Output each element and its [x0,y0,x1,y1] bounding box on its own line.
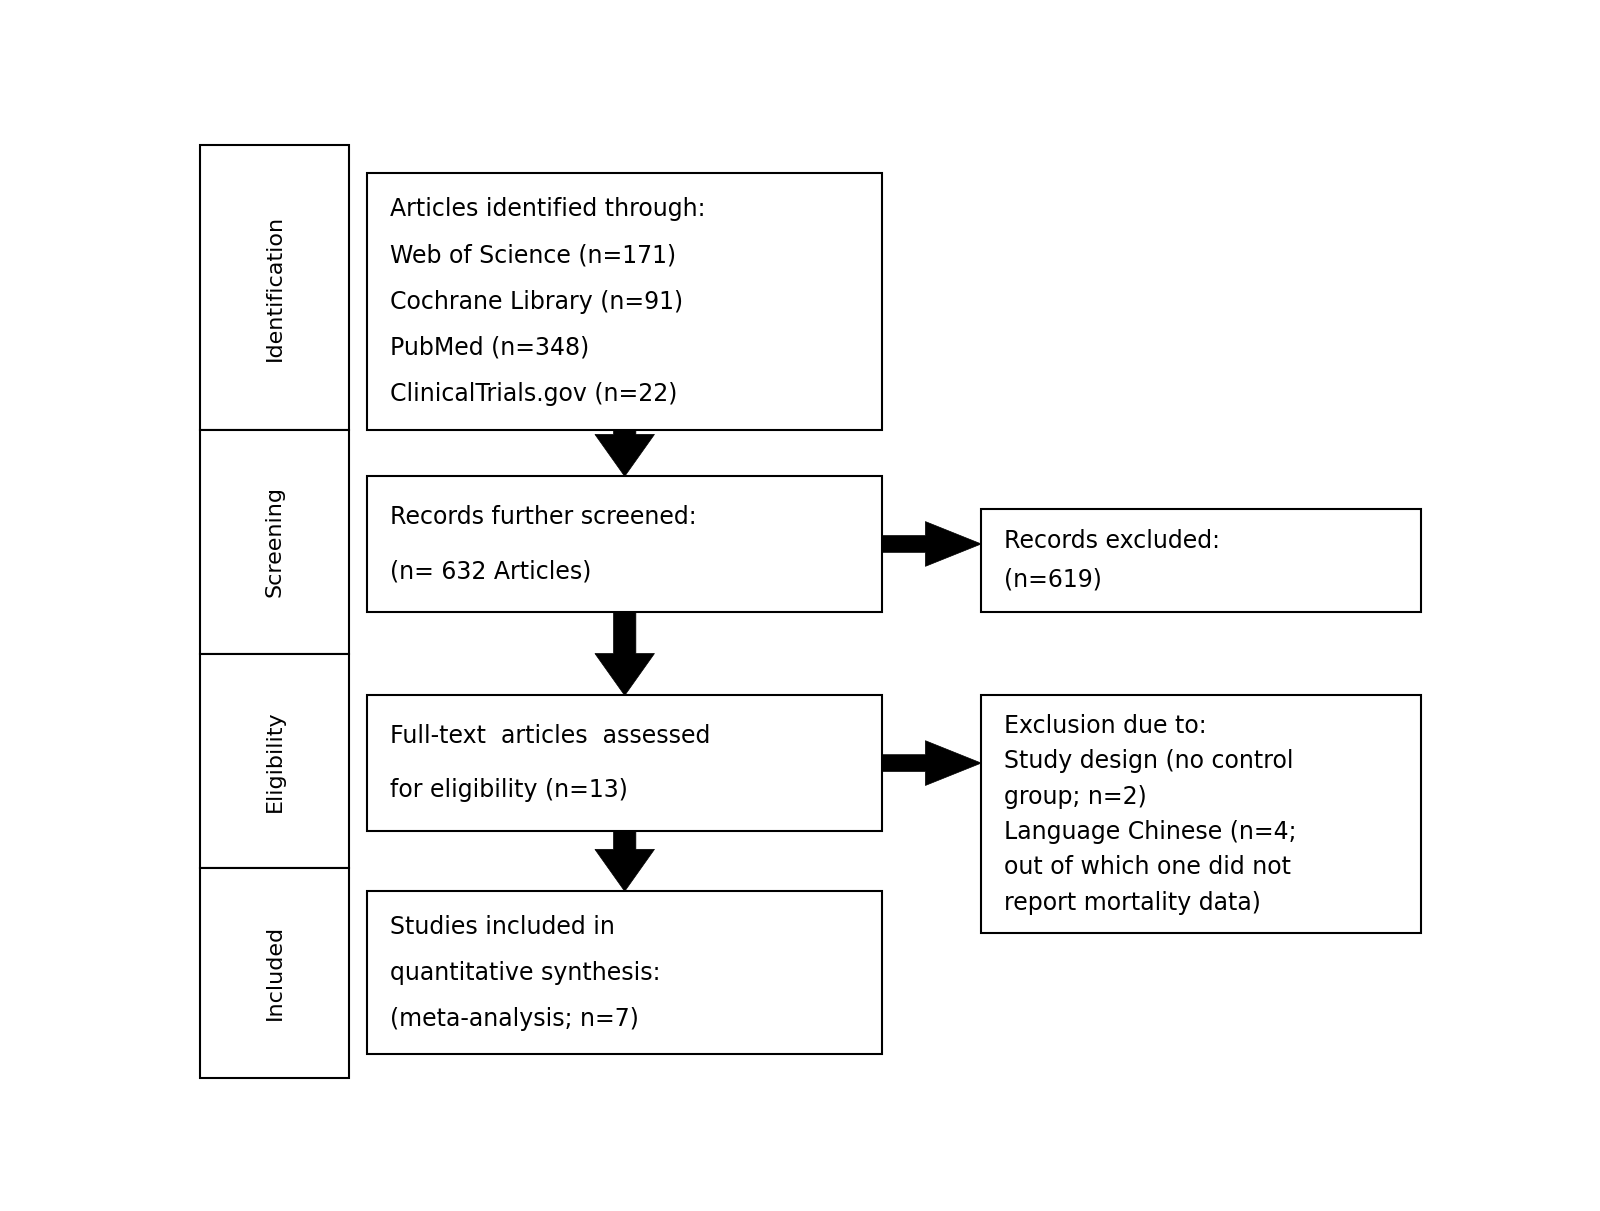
Text: Web of Science (n=171): Web of Science (n=171) [390,243,675,268]
Text: Articles identified through:: Articles identified through: [390,197,706,222]
Polygon shape [595,612,654,695]
Text: for eligibility (n=13): for eligibility (n=13) [390,779,627,803]
Text: report mortality data): report mortality data) [1003,890,1261,914]
Text: Full-text  articles  assessed: Full-text articles assessed [390,724,710,748]
Text: Cochrane Library (n=91): Cochrane Library (n=91) [390,289,683,314]
Polygon shape [882,741,981,786]
Bar [368,173,882,430]
Text: Identification: Identification [264,214,285,361]
Polygon shape [882,522,981,567]
Text: PubMed (n=348): PubMed (n=348) [390,335,589,360]
Bar [981,509,1421,612]
Polygon shape [595,831,654,891]
Bar [981,695,1421,934]
Bar [368,476,882,612]
Bar [200,654,349,868]
Text: Studies included in: Studies included in [390,916,614,940]
Text: ClinicalTrials.gov (n=22): ClinicalTrials.gov (n=22) [390,381,677,406]
Text: quantitative synthesis:: quantitative synthesis: [390,960,661,985]
Text: (n= 632 Articles): (n= 632 Articles) [390,559,590,584]
Text: Included: Included [264,925,285,1021]
Text: Records excluded:: Records excluded: [1003,529,1219,553]
Text: Records further screened:: Records further screened: [390,505,696,529]
Text: group; n=2): group; n=2) [1003,785,1146,809]
Bar [368,695,882,831]
Polygon shape [595,430,654,476]
Bar [200,145,349,430]
Text: Eligibility: Eligibility [264,710,285,811]
Text: Exclusion due to:: Exclusion due to: [1003,714,1206,739]
Text: Language Chinese (n=4;: Language Chinese (n=4; [1003,820,1296,844]
Text: (n=619): (n=619) [1003,568,1101,591]
Bar [368,891,882,1055]
Text: out of which one did not: out of which one did not [1003,855,1291,879]
Text: Screening: Screening [264,486,285,597]
Text: (meta-analysis; n=7): (meta-analysis; n=7) [390,1006,638,1031]
Bar [200,430,349,654]
Text: Study design (no control: Study design (no control [1003,750,1293,774]
Bar [200,868,349,1078]
